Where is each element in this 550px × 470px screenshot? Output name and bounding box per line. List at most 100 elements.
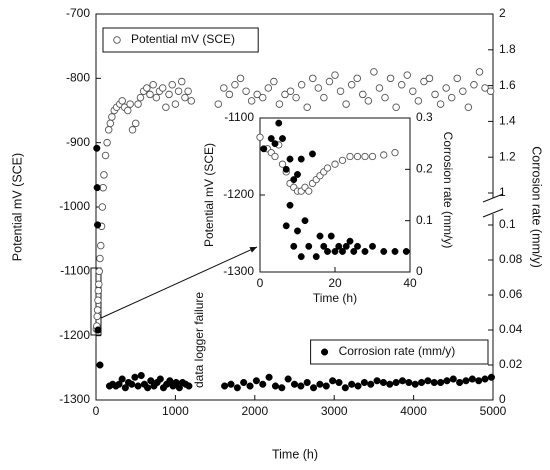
data-point bbox=[417, 378, 426, 387]
data-point bbox=[425, 74, 434, 83]
data-point bbox=[453, 74, 462, 83]
data-point bbox=[264, 84, 273, 92]
data-point bbox=[386, 380, 394, 388]
data-point bbox=[380, 248, 388, 255]
data-point bbox=[100, 171, 108, 179]
data-point bbox=[260, 145, 268, 153]
data-point bbox=[246, 382, 254, 390]
data-point bbox=[220, 84, 228, 92]
data-point bbox=[431, 90, 439, 99]
data-point bbox=[424, 377, 432, 385]
y2-tick-label: 1 bbox=[499, 185, 506, 199]
data-point bbox=[481, 84, 489, 92]
inset-y2-axis-label: Corrosion rate (mm/y) bbox=[441, 132, 455, 249]
data-point bbox=[282, 165, 290, 173]
data-point bbox=[375, 84, 384, 92]
y2-tick-label: 0 bbox=[416, 264, 423, 278]
data-point bbox=[346, 152, 354, 161]
data-point bbox=[242, 87, 250, 95]
y2-tick-label: 0.3 bbox=[416, 110, 433, 124]
data-point bbox=[346, 237, 354, 245]
data-point bbox=[347, 81, 356, 89]
data-point bbox=[93, 312, 101, 321]
data-point bbox=[156, 375, 164, 383]
data-point bbox=[294, 171, 301, 178]
data-point bbox=[361, 152, 369, 161]
axis-break bbox=[482, 208, 504, 218]
data-point bbox=[185, 382, 193, 390]
data-point bbox=[312, 253, 320, 261]
data-point bbox=[275, 100, 284, 108]
data-point bbox=[405, 378, 413, 387]
data-point bbox=[124, 106, 132, 115]
inset-y-axis-label: Potential mV (SCE) bbox=[202, 143, 216, 247]
data-point bbox=[134, 382, 142, 390]
data-point bbox=[118, 375, 126, 383]
data-point bbox=[403, 71, 411, 79]
data-point bbox=[101, 151, 110, 160]
data-point bbox=[267, 135, 275, 142]
y2-tick-label: 0 bbox=[499, 392, 506, 406]
y2-tick-label: 1.2 bbox=[499, 149, 516, 163]
data-point bbox=[430, 378, 438, 387]
data-point bbox=[144, 384, 152, 392]
data-point bbox=[342, 242, 350, 250]
data-point bbox=[106, 119, 115, 128]
data-point bbox=[409, 87, 417, 95]
data-point bbox=[309, 150, 316, 158]
legend-label: Potential mV (SCE) bbox=[131, 32, 235, 46]
data-point bbox=[175, 384, 183, 392]
data-point bbox=[464, 103, 473, 112]
data-point bbox=[459, 87, 467, 95]
data-point bbox=[286, 201, 294, 209]
data-point bbox=[305, 187, 313, 195]
data-point bbox=[486, 87, 495, 95]
data-point bbox=[128, 380, 136, 388]
data-point bbox=[470, 81, 478, 89]
zoom-arrow bbox=[100, 246, 258, 319]
x-tick-label: 20 bbox=[328, 276, 342, 290]
data-point bbox=[96, 254, 104, 263]
data-point bbox=[118, 97, 126, 105]
data-point bbox=[143, 84, 151, 92]
data-point bbox=[339, 248, 346, 255]
data-point bbox=[456, 378, 464, 387]
data-point bbox=[253, 90, 261, 99]
data-point bbox=[278, 384, 286, 392]
data-point bbox=[131, 119, 140, 128]
data-point bbox=[93, 184, 101, 192]
data-point bbox=[350, 248, 358, 255]
data-point bbox=[380, 151, 388, 159]
x-tick-label: 40 bbox=[403, 276, 417, 290]
data-point bbox=[95, 267, 103, 276]
data-point bbox=[323, 164, 332, 172]
x-tick-label: 0 bbox=[257, 276, 264, 290]
data-point bbox=[487, 373, 495, 381]
data-point bbox=[336, 87, 345, 95]
axis-break bbox=[482, 193, 504, 203]
data-point bbox=[436, 100, 445, 108]
data-point bbox=[314, 84, 323, 92]
data-point bbox=[152, 93, 161, 102]
annotation: data logger failure bbox=[192, 292, 206, 388]
data-point bbox=[290, 176, 298, 184]
y2-tick-label: 1.6 bbox=[499, 78, 516, 92]
data-point bbox=[391, 148, 399, 157]
data-point bbox=[96, 361, 104, 369]
data-point bbox=[301, 217, 309, 225]
data-point bbox=[442, 84, 450, 92]
data-point bbox=[402, 248, 410, 255]
data-point bbox=[373, 377, 381, 385]
data-point bbox=[165, 90, 173, 99]
legend-label: Corrosion rate (mm/y) bbox=[339, 344, 456, 358]
data-point bbox=[320, 242, 328, 250]
data-point bbox=[99, 183, 107, 192]
data-point bbox=[98, 203, 107, 211]
data-point bbox=[93, 144, 101, 152]
data-point bbox=[259, 380, 267, 388]
data-point bbox=[354, 382, 362, 390]
y-tick-label: -800 bbox=[66, 71, 90, 85]
data-point bbox=[247, 97, 256, 105]
data-point bbox=[297, 382, 305, 390]
data-point bbox=[184, 87, 192, 95]
